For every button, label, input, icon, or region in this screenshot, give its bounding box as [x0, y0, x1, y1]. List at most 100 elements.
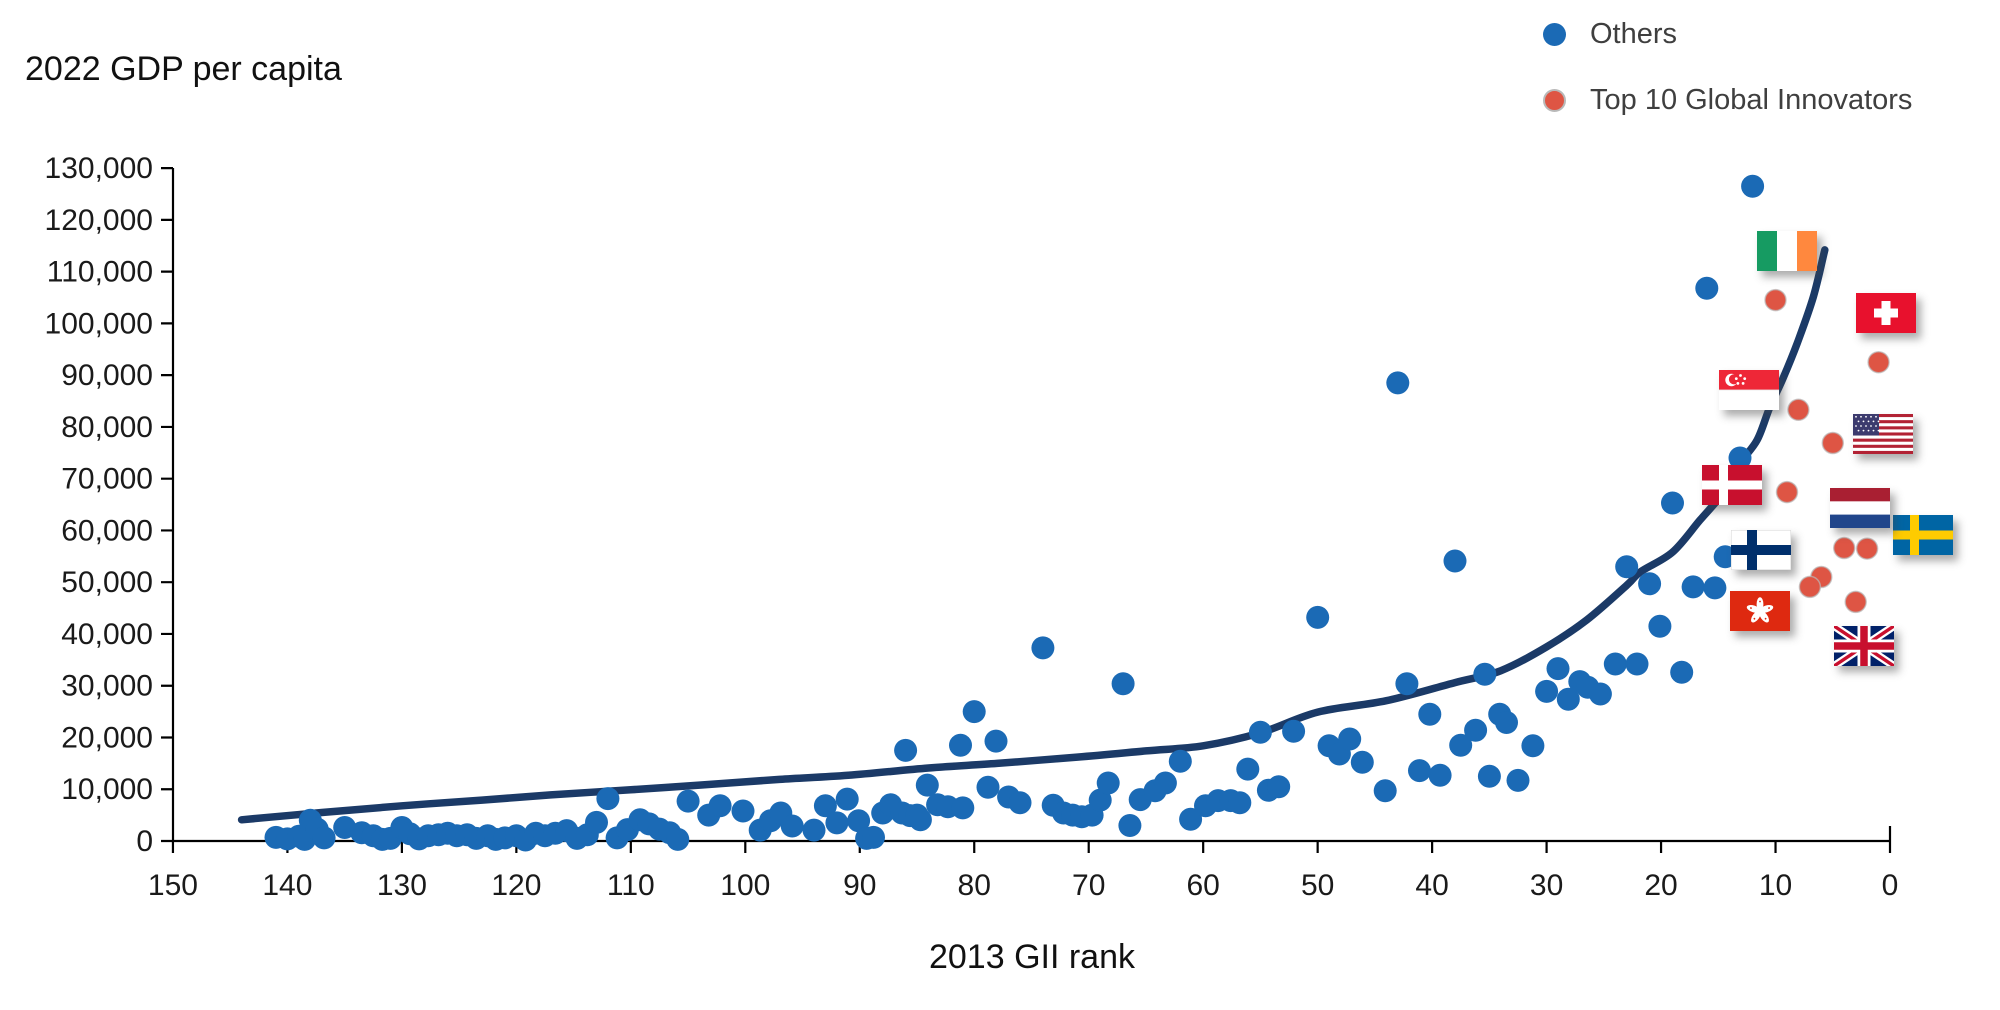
data-point-ie: [1764, 288, 1787, 312]
x-tick-label: 50: [1301, 869, 1334, 902]
data-point-others: [1096, 771, 1120, 795]
data-point-others: [1236, 757, 1260, 781]
data-point-others: [1179, 807, 1203, 831]
data-point-others: [1031, 636, 1055, 660]
data-point-others: [1506, 768, 1530, 792]
axes: [161, 167, 1892, 853]
x-tick-label: 100: [720, 869, 770, 902]
y-tick-label: 90,000: [61, 359, 153, 392]
data-point-others: [666, 827, 690, 851]
x-tick-label: 0: [1882, 869, 1899, 902]
flag-ireland-icon: [1757, 231, 1817, 271]
data-point-others: [1350, 750, 1374, 774]
y-tick-label: 70,000: [61, 463, 153, 496]
legend-item-others: Others: [1543, 18, 1912, 51]
x-tick-label: 30: [1530, 869, 1563, 902]
data-point-others: [1728, 446, 1752, 470]
data-point-others: [1648, 614, 1672, 638]
data-point-se: [1855, 537, 1879, 560]
data-point-others: [1418, 702, 1442, 726]
data-point-others: [312, 826, 336, 850]
y-tick-label: 130,000: [45, 152, 153, 185]
data-point-others: [676, 789, 700, 813]
data-point-others: [894, 738, 918, 762]
data-point-others: [1449, 733, 1473, 757]
data-point-others: [1282, 719, 1306, 743]
data-point-others: [1386, 371, 1410, 395]
data-point-others: [780, 814, 804, 838]
data-point-others: [951, 796, 975, 820]
flag-united-kingdom-icon: [1834, 626, 1894, 666]
y-tick-label: 50,000: [61, 566, 153, 599]
flag-united-states-icon: [1853, 414, 1913, 454]
data-point-others: [1603, 652, 1627, 676]
data-point-others: [1248, 720, 1272, 744]
flag-hong-kong-icon: [1730, 591, 1790, 631]
y-tick-label: 20,000: [61, 721, 153, 754]
data-point-others: [1373, 779, 1397, 803]
x-tick-label: 120: [491, 869, 541, 902]
data-point-others: [1661, 491, 1684, 515]
legend-marker-top10-icon: [1543, 89, 1566, 112]
data-point-others: [813, 794, 837, 818]
data-point-others: [908, 808, 932, 832]
data-point-others: [708, 794, 732, 818]
x-tick-label: 60: [1186, 869, 1219, 902]
data-point-others: [1521, 734, 1545, 758]
data-point-others: [1443, 549, 1467, 573]
data-point-others: [731, 799, 755, 823]
flag-netherlands-icon: [1830, 488, 1890, 528]
data-point-others: [949, 733, 972, 757]
y-tick-label: 60,000: [61, 514, 153, 547]
x-tick-label: 130: [377, 869, 427, 902]
data-point-others: [1556, 687, 1580, 711]
data-point-dk: [1775, 480, 1799, 504]
data-point-sg: [1787, 398, 1810, 422]
y-tick-label: 10,000: [61, 773, 153, 806]
data-point-others: [1546, 657, 1570, 681]
data-point-nl: [1832, 536, 1856, 560]
x-tick-label: 40: [1415, 869, 1448, 902]
data-point-others: [1615, 555, 1639, 579]
y-tick-label: 0: [136, 825, 153, 858]
y-tick-label: 100,000: [45, 307, 153, 340]
data-point-others: [915, 773, 939, 797]
data-point-gb: [1844, 590, 1867, 614]
x-tick-label: 10: [1759, 869, 1792, 902]
x-tick-label: 80: [958, 869, 991, 902]
data-point-others: [1473, 662, 1497, 686]
legend-label-top10: Top 10 Global Innovators: [1590, 84, 1913, 116]
data-point-others: [1695, 276, 1719, 300]
x-tick-label: 110: [607, 869, 655, 902]
data-point-others: [1306, 605, 1330, 629]
x-tick-label: 150: [148, 869, 198, 902]
legend: Others Top 10 Global Innovators: [1543, 18, 1912, 117]
data-point-others: [1395, 672, 1419, 696]
y-tick-label: 80,000: [61, 411, 153, 444]
data-point-ch: [1867, 350, 1890, 374]
data-point-others: [835, 787, 859, 811]
data-point-others: [1464, 718, 1488, 742]
data-point-us: [1821, 431, 1845, 455]
y-tick-label: 110,000: [47, 256, 153, 289]
flag-finland-icon: [1731, 530, 1791, 570]
data-point-others: [976, 775, 1000, 799]
legend-item-top10: Top 10 Global Innovators: [1543, 84, 1912, 117]
data-point-others: [1267, 775, 1291, 799]
data-point-others: [1477, 764, 1501, 788]
data-point-others: [1741, 174, 1765, 198]
data-point-others: [1153, 771, 1177, 795]
x-axis-title: 2013 GII rank: [928, 938, 1135, 976]
data-point-others: [1535, 679, 1559, 703]
data-point-hk: [1798, 575, 1822, 599]
x-tick-label: 140: [262, 869, 312, 902]
flag-sweden-icon: [1893, 515, 1953, 555]
data-point-others: [596, 787, 620, 811]
data-point-others: [1625, 652, 1649, 676]
data-point-others: [1588, 682, 1612, 706]
data-point-others: [825, 811, 849, 835]
flag-switzerland-icon: [1856, 293, 1916, 333]
data-point-others: [1168, 749, 1192, 773]
